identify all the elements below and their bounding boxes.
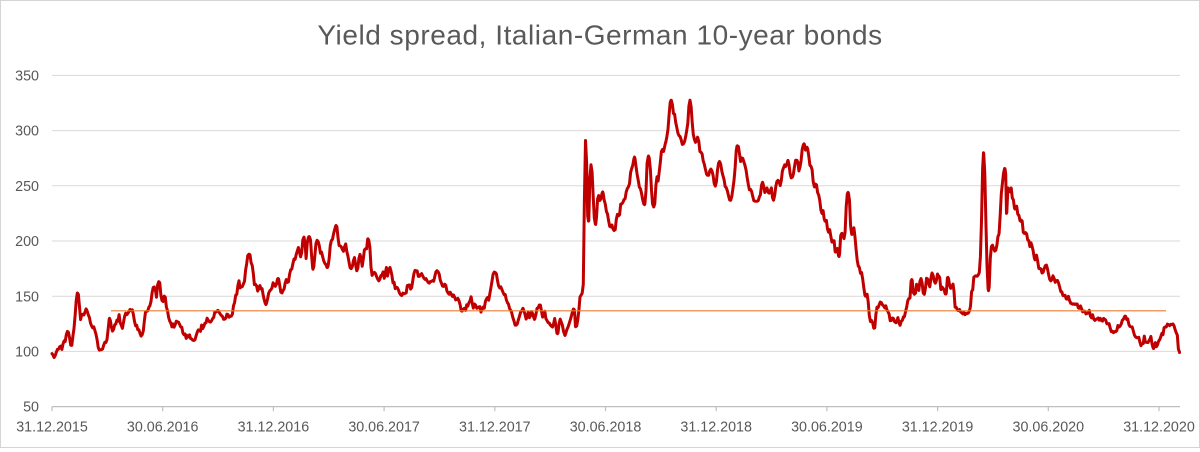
svg-text:30.06.2018: 30.06.2018 <box>570 420 642 436</box>
svg-text:30.06.2017: 30.06.2017 <box>348 420 420 436</box>
svg-text:100: 100 <box>15 345 39 361</box>
svg-text:150: 150 <box>15 289 39 305</box>
svg-text:Yield spread, Italian-German 1: Yield spread, Italian-German 10-year bon… <box>317 20 882 51</box>
svg-text:50: 50 <box>23 400 39 416</box>
svg-text:30.06.2020: 30.06.2020 <box>1013 420 1085 436</box>
svg-text:31.12.2017: 31.12.2017 <box>459 420 531 436</box>
svg-text:31.12.2018: 31.12.2018 <box>680 420 752 436</box>
svg-text:200: 200 <box>15 234 39 250</box>
svg-text:300: 300 <box>15 124 39 140</box>
svg-text:31.12.2020: 31.12.2020 <box>1123 420 1195 436</box>
svg-text:350: 350 <box>15 69 39 85</box>
svg-text:30.06.2019: 30.06.2019 <box>791 420 863 436</box>
svg-text:250: 250 <box>15 179 39 195</box>
svg-text:31.12.2015: 31.12.2015 <box>16 420 88 436</box>
svg-text:30.06.2016: 30.06.2016 <box>127 420 199 436</box>
svg-text:31.12.2016: 31.12.2016 <box>238 420 310 436</box>
svg-text:31.12.2019: 31.12.2019 <box>902 420 974 436</box>
